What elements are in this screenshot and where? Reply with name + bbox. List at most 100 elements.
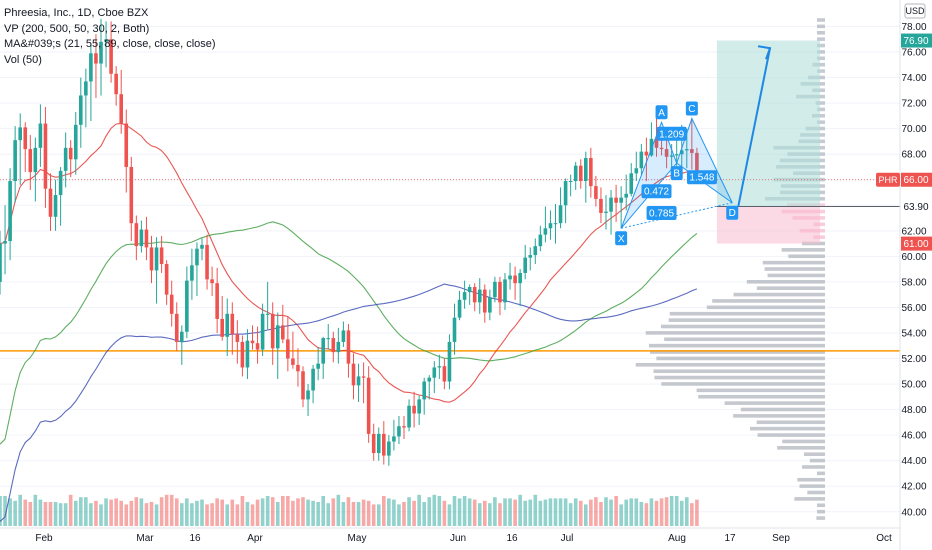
volume-bar	[695, 499, 699, 526]
legend-title[interactable]: Phreesia, Inc., 1D, Cboe BZX	[4, 7, 149, 19]
volume-bar	[255, 499, 260, 526]
candle-body	[134, 223, 139, 247]
candle-body	[528, 255, 533, 258]
volume-bar	[639, 502, 644, 526]
volume-bar	[84, 497, 88, 526]
x-tick-label: Mar	[136, 533, 154, 544]
price-label: 61.00	[903, 239, 928, 250]
volume-bar	[432, 494, 437, 526]
candle-body	[462, 292, 467, 300]
legend-ma[interactable]: MA&#039;s (21, 55, 89, close, close, clo…	[4, 38, 216, 50]
volume-bar	[467, 498, 472, 526]
volume-bar	[558, 498, 563, 526]
currency-tag	[904, 3, 926, 19]
volume-bar	[190, 503, 194, 526]
candle-body	[48, 188, 53, 217]
volume-bar	[200, 499, 204, 526]
volume-bar	[270, 497, 275, 526]
volume-bar	[109, 499, 113, 526]
volume-bar	[260, 498, 265, 526]
y-tick-label: 76.00	[901, 48, 926, 59]
price-axis: 40.00 42.00 44.00 46.00 48.00 50.00 52.00 54.00…	[876, 0, 932, 550]
volume-bar	[392, 499, 396, 526]
candle-body	[205, 244, 209, 280]
candle-body	[397, 426, 401, 437]
y-tick-label: 52.00	[901, 354, 926, 365]
volume-bar	[154, 504, 159, 526]
candle-body	[417, 399, 421, 414]
volume-bar	[48, 502, 53, 526]
ticker-label: PHR	[878, 175, 898, 185]
candle-body	[488, 297, 492, 313]
x-tick-label: 16	[189, 533, 201, 544]
x-tick-label: Sep	[772, 533, 790, 544]
candle-body	[356, 376, 361, 386]
pattern-point-label: B	[673, 169, 680, 180]
vp-bar	[802, 465, 825, 469]
candle-body	[58, 170, 63, 196]
candle-body	[331, 338, 336, 353]
volume-bar	[23, 499, 28, 526]
volume-bar	[553, 498, 558, 526]
vp-bar	[654, 375, 825, 380]
vp-bar	[635, 363, 825, 367]
candle-body	[644, 151, 649, 156]
legend: Phreesia, Inc., 1D, Cboe BZX VP (200, 50…	[4, 6, 216, 68]
volume-bar	[548, 498, 553, 526]
candle-body	[392, 436, 396, 442]
vp-bar	[777, 446, 825, 450]
volume-bar	[301, 497, 305, 526]
candle-body	[452, 317, 457, 342]
candle-body	[164, 264, 169, 295]
pattern-point-badge	[726, 205, 739, 220]
projection-arrow-head	[757, 45, 772, 60]
volume-bar	[518, 494, 522, 526]
volume-bar	[624, 499, 628, 526]
ratio-badge	[646, 205, 677, 220]
ratio-label: 0.472	[644, 187, 669, 198]
candle-body	[190, 265, 194, 281]
volume-bar	[240, 496, 245, 526]
volume-bar	[371, 504, 376, 526]
volume-bar	[493, 497, 497, 526]
volume-bar	[134, 497, 139, 526]
vp-bar	[817, 56, 825, 61]
pattern-point-badge	[670, 166, 683, 181]
volume-bar	[195, 500, 199, 526]
candle-body	[281, 325, 285, 340]
volume-bar	[361, 499, 366, 526]
legend-vol[interactable]: Vol (50)	[4, 53, 42, 66]
y-tick-label: 56.00	[901, 303, 926, 314]
volume-bar	[483, 500, 487, 526]
y-tick-label: 72.00	[901, 99, 926, 110]
volume-bar	[422, 502, 426, 526]
volume-bar	[685, 497, 689, 526]
volume-bar	[235, 504, 240, 526]
candle-body	[584, 158, 588, 182]
candle-body	[306, 390, 310, 400]
vp-bar	[712, 299, 825, 303]
candle-body	[685, 149, 689, 151]
y-tick-label: 74.00	[901, 73, 926, 84]
volume-bar	[528, 499, 533, 526]
candle-body	[79, 95, 83, 125]
vp-bar	[817, 43, 825, 48]
candles	[0, 18, 699, 466]
volume-bar	[341, 502, 346, 526]
volume-bar	[634, 498, 639, 526]
volume-bar	[225, 504, 230, 526]
candle-body	[442, 366, 447, 382]
candle-body	[573, 165, 578, 182]
volume-bar	[311, 500, 315, 526]
legend-vp[interactable]: VP (200, 500, 50, 30, 2, Both)	[4, 22, 150, 35]
vp-bar	[817, 471, 825, 476]
pattern-point-label: C	[688, 104, 695, 115]
candle-body	[230, 313, 235, 335]
candle-body	[195, 248, 199, 266]
volume-bar	[447, 504, 452, 526]
candle-body	[286, 339, 290, 359]
vp-bar	[797, 477, 825, 482]
candle-body	[508, 275, 512, 280]
volume-bar	[462, 496, 467, 526]
